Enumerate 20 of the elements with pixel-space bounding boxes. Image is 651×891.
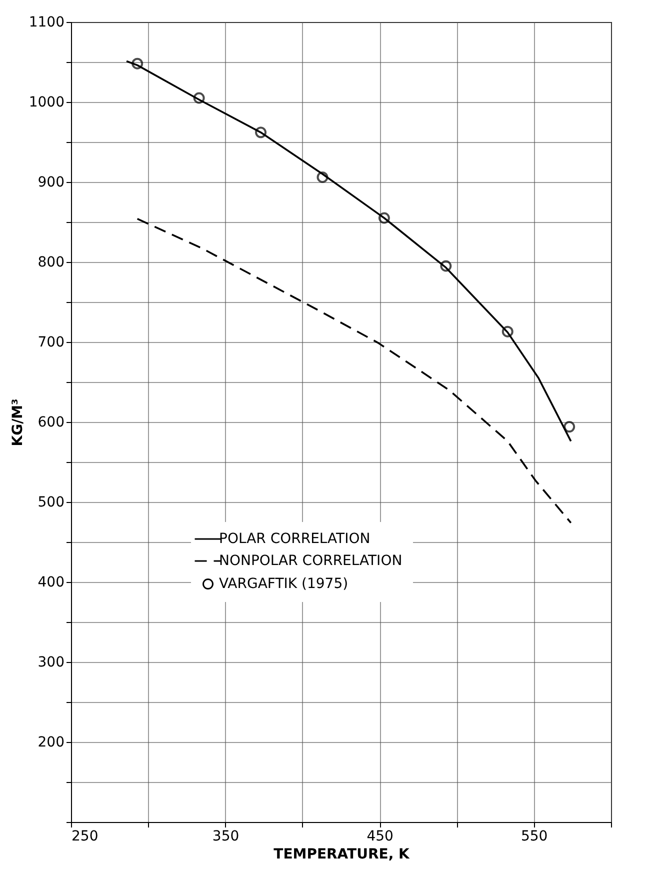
y-tick-label: 700	[38, 334, 64, 350]
y-tick-label: 300	[38, 654, 64, 670]
y-tick-label: 600	[38, 414, 64, 430]
x-tick-label: 350	[212, 828, 240, 844]
x-tick-label: 250	[72, 828, 98, 844]
legend-label: POLAR CORRELATION	[219, 531, 370, 547]
y-tick-label: 800	[38, 254, 64, 270]
y-tick-label: 1000	[28, 94, 64, 110]
y-tick-label: 900	[38, 174, 64, 190]
y-tick-label: 200	[38, 734, 64, 750]
y-tick-label: 1100	[28, 14, 64, 30]
legend-label: NONPOLAR CORRELATION	[219, 553, 402, 569]
legend-label: VARGAFTIK (1975)	[219, 576, 348, 592]
x-axis-title: TEMPERATURE, K	[274, 846, 410, 862]
y-tick-label: 500	[38, 494, 64, 510]
y-tick-label: 400	[38, 574, 64, 590]
x-tick-label: 450	[366, 828, 394, 844]
y-axis-title: KG/M³	[10, 398, 26, 446]
line-series	[136, 218, 572, 524]
x-tick-label: 550	[520, 828, 548, 844]
